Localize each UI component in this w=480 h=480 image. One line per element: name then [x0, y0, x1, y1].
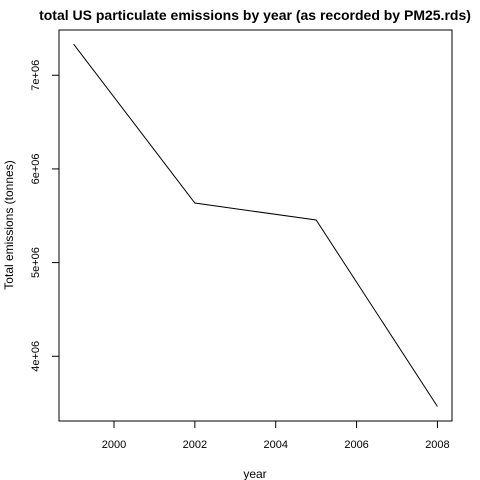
x-tick-label: 2002	[183, 439, 207, 451]
x-tick-label: 2000	[102, 439, 126, 451]
series-layer	[73, 43, 438, 407]
y-tick-label: 5e+06	[30, 247, 42, 278]
y-axis: 4e+06 5e+06 6e+06 7e+06	[30, 60, 60, 372]
chart-title: total US particulate emissions by year (…	[39, 7, 471, 23]
y-tick-label: 7e+06	[30, 60, 42, 91]
x-tick-label: 2008	[425, 439, 449, 451]
x-axis: 2000 2002 2004 2006 2008	[102, 420, 450, 451]
y-tick-label: 4e+06	[30, 341, 42, 372]
y-tick-label: 6e+06	[30, 153, 42, 184]
series-line	[73, 43, 438, 407]
x-tick-label: 2004	[263, 439, 287, 451]
x-tick-label: 2006	[344, 439, 368, 451]
plot-box	[58, 29, 453, 422]
x-axis-title: year	[243, 467, 266, 480]
y-axis-title: Total emissions (tonnes)	[2, 160, 16, 289]
